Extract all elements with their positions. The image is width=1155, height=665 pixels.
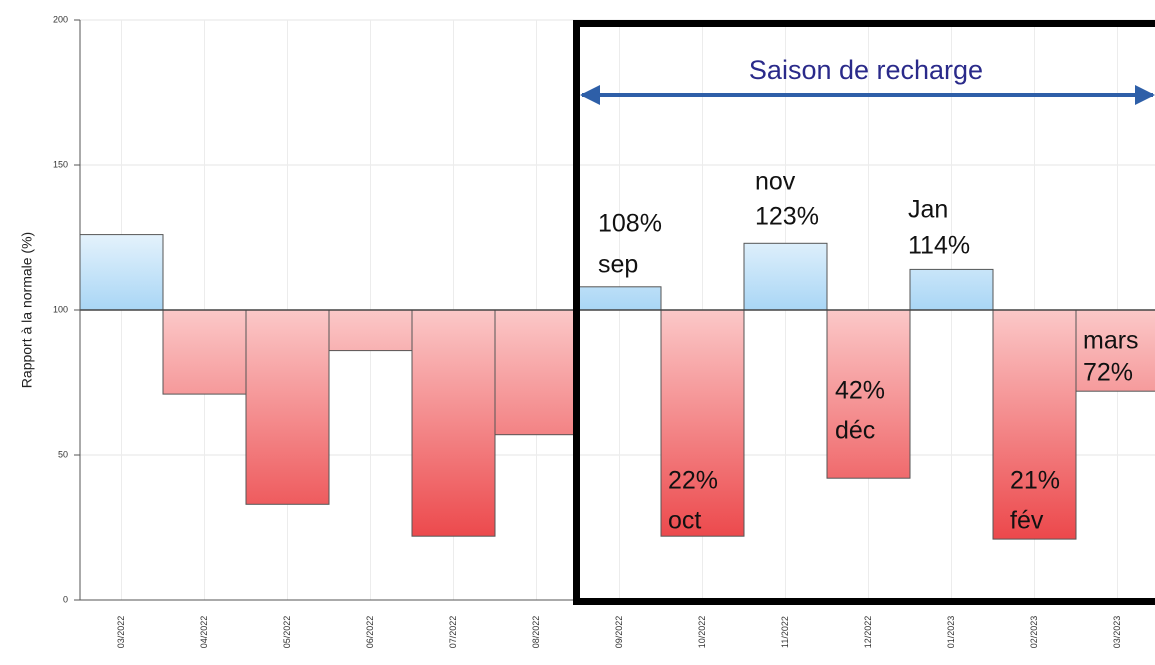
- annotation: 42%: [835, 377, 885, 405]
- bar: [494, 309, 579, 436]
- bar: [245, 309, 330, 505]
- annotation: 114%: [908, 232, 970, 260]
- axes: 0 50 100 150 200 03/2022 04/2022 05/2022 06/2022…: [53, 14, 1155, 648]
- annotation: mars: [1083, 327, 1139, 355]
- x-tick-label: 08/2022: [531, 616, 541, 649]
- x-tick-label: 11/2022: [780, 616, 790, 648]
- x-tick-label: 03/2022: [116, 616, 126, 649]
- annotation: Jan: [908, 196, 948, 224]
- annotation: 21%: [1010, 467, 1060, 495]
- annotation: 22%: [668, 467, 718, 495]
- bar: [992, 309, 1077, 540]
- bar: [79, 234, 164, 311]
- season-box: [573, 20, 1155, 605]
- bar: [1075, 309, 1155, 392]
- y-tick-label: 100: [53, 304, 68, 314]
- x-tick-label: 07/2022: [448, 616, 458, 649]
- annotation: oct: [668, 507, 701, 535]
- x-tick-label: 02/2023: [1029, 616, 1039, 649]
- annotation: fév: [1010, 507, 1044, 535]
- annotation: nov: [755, 168, 796, 196]
- annotation: sep: [598, 251, 638, 279]
- annotation: 108%: [598, 210, 662, 238]
- bar: [909, 268, 994, 311]
- y-axis-label: Rapport à la normale (%): [19, 232, 35, 388]
- x-tick-label: 01/2023: [946, 616, 956, 649]
- bar: [411, 309, 496, 537]
- x-tick-label: 05/2022: [282, 616, 292, 649]
- annotation: déc: [835, 417, 875, 445]
- bars: [79, 234, 1155, 540]
- bar: [328, 309, 413, 352]
- bar: [162, 309, 247, 395]
- y-tick-label: 150: [53, 159, 68, 169]
- y-tick-label: 200: [53, 14, 68, 24]
- annotation: 123%: [755, 203, 819, 231]
- x-tick-label: 06/2022: [365, 616, 375, 649]
- annotation: 72%: [1083, 359, 1133, 387]
- x-tick-label: 09/2022: [614, 616, 624, 649]
- season-label: Saison de recharge: [749, 55, 983, 85]
- bar: [660, 309, 745, 537]
- x-tick-label: 04/2022: [199, 616, 209, 649]
- x-tick-label: 12/2022: [863, 616, 873, 649]
- x-tick-label: 10/2022: [697, 616, 707, 649]
- bar: [743, 242, 828, 311]
- y-tick-label: 0: [63, 594, 68, 604]
- bar: [577, 286, 662, 311]
- y-tick-label: 50: [58, 449, 68, 459]
- x-tick-label: 03/2023: [1112, 616, 1122, 649]
